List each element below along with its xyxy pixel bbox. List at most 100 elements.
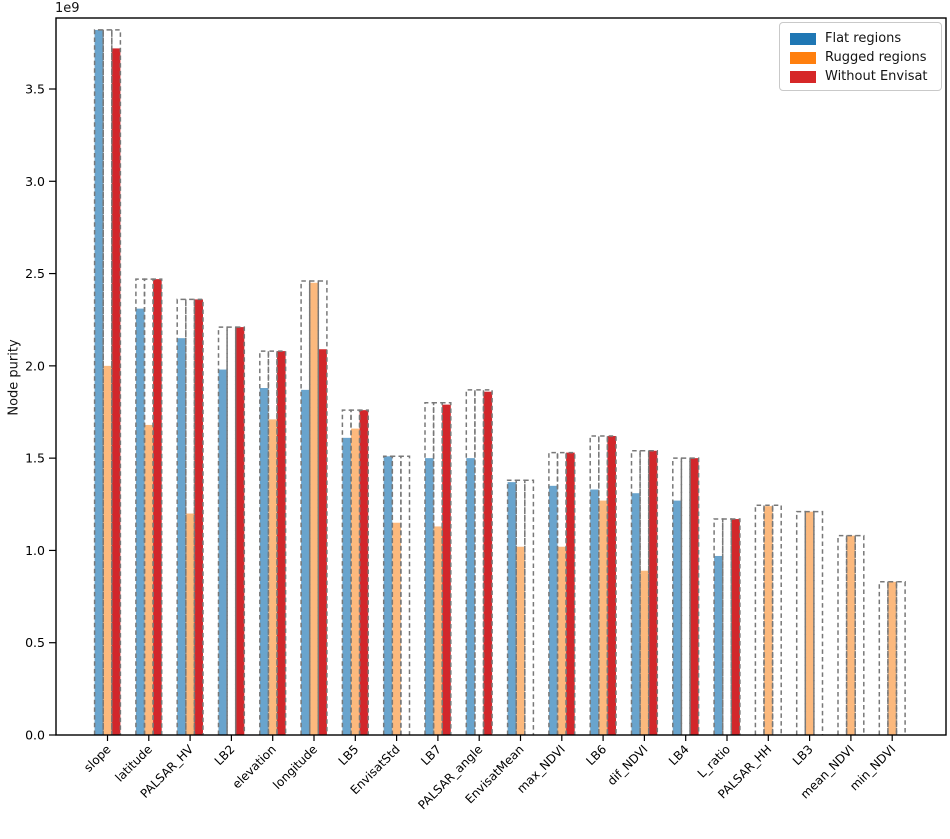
reference-outline-PALSAR_HV <box>193 298 204 735</box>
bar-flat-regions-PALSAR_HV <box>177 338 186 735</box>
bar-without-envisat-LB4 <box>690 458 699 735</box>
legend: Flat regions Rugged regions Without Envisa… <box>779 22 942 91</box>
bar-rugged-regions-PALSAR_HH <box>764 506 773 735</box>
bar-without-envisat-PALSAR_angle <box>483 391 493 735</box>
reference-outline-LB3 <box>813 510 824 735</box>
bar-rugged-regions-LB5 <box>351 428 360 735</box>
reference-outline-min_NDVI <box>878 581 889 735</box>
reference-outline-LB6 <box>606 435 617 735</box>
bar-without-envisat-PALSAR_HV <box>194 299 203 735</box>
bar-without-envisat-longitude <box>318 349 327 735</box>
bar-rugged-regions-EnvisatStd <box>392 522 401 735</box>
reference-outline-slope <box>102 29 113 735</box>
bar-rugged-regions-LB6 <box>598 500 608 735</box>
reference-outline-elevation <box>267 350 278 735</box>
reference-outline-PALSAR_HH <box>763 504 774 735</box>
reference-outline-elevation <box>276 350 287 735</box>
y-axis-label: Node purity <box>6 339 22 416</box>
reference-outline-PALSAR_HH <box>754 504 765 735</box>
reference-outline-EnvisatStd <box>400 455 411 735</box>
x-tick-label-latitude: latitude <box>112 742 154 784</box>
reference-outline-LB2 <box>234 326 246 735</box>
legend-label: Without Envisat <box>825 69 928 84</box>
reference-outline-LB5 <box>358 409 369 735</box>
bar-flat-regions-LB6 <box>590 489 599 735</box>
bar-without-envisat-dif_NDVI <box>648 450 658 735</box>
reference-outline-LB3 <box>804 510 815 735</box>
reference-outline-elevation <box>259 350 270 735</box>
x-tick-label-LB7: LB7 <box>418 742 444 768</box>
bar-without-envisat-LB6 <box>607 435 616 735</box>
reference-outline-slope <box>111 29 122 735</box>
bar-without-envisat-max_NDVI <box>566 452 575 735</box>
legend-item-flat-regions: Flat regions <box>790 29 933 48</box>
reference-outline-LB7 <box>424 402 435 735</box>
bar-without-envisat-LB2 <box>235 327 245 735</box>
reference-outline-EnvisatMean <box>515 479 526 735</box>
bar-rugged-regions-elevation <box>268 419 277 735</box>
bar-flat-regions-max_NDVI <box>548 485 558 735</box>
x-tick-label-LB3: LB3 <box>790 742 816 768</box>
y-tick-label: 1.0 <box>25 543 45 558</box>
y-tick-label: 0.0 <box>25 728 45 743</box>
bar-rugged-regions-min_NDVI <box>887 581 897 735</box>
bar-without-envisat-L_ratio <box>731 519 740 735</box>
reference-outline-slope <box>93 29 104 735</box>
reference-outline-longitude <box>317 280 328 735</box>
x-tick-label-LB6: LB6 <box>583 742 609 768</box>
legend-swatch <box>790 70 816 83</box>
reference-outline-PALSAR_HV <box>176 298 187 735</box>
bar-rugged-regions-LB3 <box>805 511 814 735</box>
reference-outline-LB7 <box>441 402 452 735</box>
legend-label: Flat regions <box>825 31 902 46</box>
bar-flat-regions-LB5 <box>342 437 351 735</box>
legend-item-without-envisat: Without Envisat <box>790 67 933 86</box>
bar-rugged-regions-LB7 <box>433 526 443 735</box>
bar-flat-regions-latitude <box>135 308 145 735</box>
reference-outline-max_NDVI <box>565 451 576 735</box>
bar-flat-regions-dif_NDVI <box>631 493 641 735</box>
reference-outline-dif_NDVI <box>647 450 659 735</box>
bar-flat-regions-PALSAR_angle <box>466 458 475 735</box>
reference-outline-min_NDVI <box>895 581 906 735</box>
reference-outline-EnvisatMean <box>524 479 535 735</box>
reference-outline-mean_NDVI <box>845 534 856 735</box>
bar-flat-regions-LB7 <box>425 458 434 735</box>
x-tick-label-dif_NDVI: dif_NDVI <box>605 742 651 788</box>
reference-outline-mean_NDVI <box>854 534 865 735</box>
reference-outline-PALSAR_HH <box>771 504 782 735</box>
reference-outline-mean_NDVI <box>837 534 848 735</box>
reference-outline-LB3 <box>795 510 807 735</box>
x-tick-label-slope: slope <box>81 742 113 774</box>
legend-item-rugged-regions: Rugged regions <box>790 48 933 67</box>
reference-outline-LB4 <box>672 457 683 735</box>
reference-outline-PALSAR_angle <box>474 389 485 735</box>
bar-without-envisat-slope <box>111 48 121 735</box>
bar-flat-regions-LB4 <box>672 500 682 735</box>
y-tick-label: 2.0 <box>25 358 45 373</box>
bar-rugged-regions-max_NDVI <box>557 546 567 735</box>
y-tick-label: 3.0 <box>25 174 45 189</box>
x-tick-label-min_NDVI: min_NDVI <box>847 742 898 793</box>
y-axis-offset-text: 1e9 <box>55 1 80 16</box>
legend-label: Rugged regions <box>825 50 927 65</box>
reference-outline-LB4 <box>680 457 691 735</box>
x-tick-label-LB2: LB2 <box>212 742 238 768</box>
bar-rugged-regions-dif_NDVI <box>640 570 649 735</box>
bar-flat-regions-EnvisatMean <box>507 482 517 735</box>
y-tick-label: 2.5 <box>25 266 45 281</box>
bar-flat-regions-L_ratio <box>714 555 723 735</box>
reference-outline-LB7 <box>432 402 443 735</box>
x-tick-label-longitude: longitude <box>270 742 320 792</box>
reference-outline-L_ratio <box>721 518 733 735</box>
reference-outline-PALSAR_HV <box>185 298 196 735</box>
reference-outline-LB4 <box>689 457 700 735</box>
x-tick-label-LB4: LB4 <box>666 742 692 768</box>
bar-without-envisat-elevation <box>277 351 286 735</box>
bar-rugged-regions-mean_NDVI <box>846 535 856 735</box>
bar-flat-regions-LB2 <box>218 369 228 735</box>
x-tick-label-LB5: LB5 <box>336 742 362 768</box>
y-tick-label: 3.5 <box>25 82 45 97</box>
